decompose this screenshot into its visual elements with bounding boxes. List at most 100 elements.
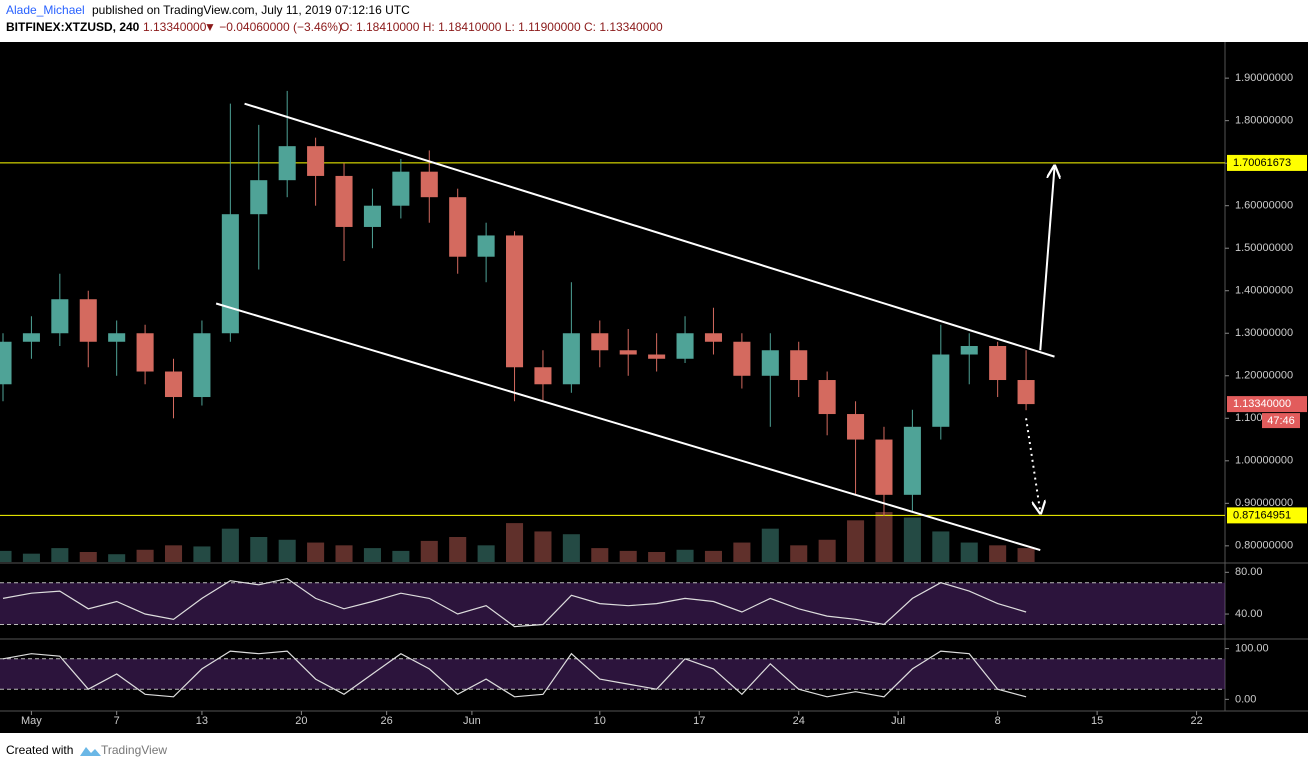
volume-bar — [562, 534, 580, 562]
volume-bar — [704, 550, 722, 562]
candle-body — [51, 299, 69, 334]
volume-bar — [0, 550, 12, 562]
candle-body — [22, 333, 40, 342]
candle-body — [761, 350, 779, 376]
volume-bar — [477, 545, 495, 562]
stoch-band — [0, 658, 1225, 690]
brand[interactable]: TradingView — [101, 743, 167, 757]
chart-background — [0, 42, 1308, 733]
ohlc: O: 1.18410000 H: 1.18410000 L: 1.1190000… — [340, 20, 663, 34]
brand-logo — [80, 747, 101, 756]
x-tick-label: 8 — [995, 715, 1001, 727]
last-price: 1.13340000 — [143, 20, 207, 34]
volume-bar — [818, 539, 836, 562]
volume-bar — [733, 542, 751, 562]
volume-bar — [278, 539, 296, 562]
volume-bar — [449, 537, 467, 562]
x-tick-label: 7 — [114, 715, 120, 727]
candle-body — [1017, 380, 1035, 405]
y-tick-label: 1.20000000 — [1235, 370, 1293, 382]
y-tick-label: 0.00 — [1235, 693, 1256, 705]
level-label-box — [1227, 507, 1307, 524]
candle-body — [335, 175, 353, 227]
x-tick-label: 26 — [381, 715, 393, 727]
volume-bar — [221, 528, 239, 562]
level-label: 1.70061673 — [1233, 157, 1291, 169]
symbol: BITFINEX:XTZUSD, 240 — [6, 20, 140, 34]
candle-body — [164, 371, 183, 398]
countdown-box — [1262, 413, 1300, 429]
candle-body — [790, 350, 808, 381]
created-with: Created with — [6, 743, 73, 757]
candle-body — [193, 333, 211, 398]
y-tick-label: 0.80000000 — [1235, 540, 1293, 552]
x-tick-label: Jul — [891, 715, 905, 727]
volume-bar — [136, 549, 154, 562]
arrow — [1025, 418, 1040, 512]
volume-bar — [392, 550, 410, 562]
arrow — [1039, 167, 1054, 351]
candle-body — [704, 333, 722, 342]
last-price-label: 1.13340000 — [1233, 398, 1291, 410]
volume-bar — [989, 545, 1007, 562]
x-tick-label: Jun — [463, 715, 481, 727]
volume-bar — [79, 552, 97, 562]
y-tick-label: 1.40000000 — [1235, 285, 1293, 297]
volume-bar — [932, 531, 950, 562]
level-label: 0.87164951 — [1233, 509, 1291, 521]
volume-bar — [619, 550, 637, 562]
change: ▼ −0.04060000 (−3.46%) — [204, 20, 342, 34]
x-tick-label: 13 — [196, 715, 208, 727]
countdown: 47:46 — [1267, 415, 1295, 427]
candle-body — [989, 346, 1007, 381]
volume-bar — [960, 542, 978, 562]
x-tick-label: May — [21, 715, 42, 727]
y-tick-label: 80.00 — [1235, 566, 1263, 578]
last-price-box — [1227, 396, 1307, 413]
candle-body — [903, 426, 921, 495]
y-tick-label: 1.50000000 — [1235, 242, 1293, 254]
volume-bar — [903, 517, 921, 562]
volume-bar — [648, 552, 666, 562]
volume-bar — [847, 520, 865, 562]
x-tick-label: 17 — [693, 715, 705, 727]
volume-bar — [676, 549, 694, 562]
rsi-line — [2, 577, 1027, 628]
candle-body — [250, 180, 268, 215]
candle-body — [420, 171, 438, 198]
volume-bar — [591, 548, 609, 562]
candle-body — [875, 439, 893, 495]
stoch-line — [2, 650, 1027, 698]
candle-body — [619, 350, 637, 355]
y-tick-label: 1.60000000 — [1235, 200, 1293, 212]
candle-body — [221, 214, 239, 334]
volume-bar — [506, 523, 524, 562]
x-tick-label: 24 — [793, 715, 805, 727]
y-tick-label: 1.90000000 — [1235, 72, 1293, 84]
candle-body — [449, 197, 467, 257]
candle-body — [591, 333, 609, 351]
y-tick-label: 1.00000000 — [1235, 455, 1293, 467]
volume-bar — [790, 545, 808, 562]
volume-bar — [363, 548, 381, 562]
x-tick-label: 15 — [1091, 715, 1103, 727]
candle-body — [562, 333, 580, 385]
trendline — [215, 302, 1041, 552]
candle-body — [278, 146, 296, 181]
candle-body — [136, 333, 154, 372]
author[interactable]: Alade_Michael — [6, 3, 85, 17]
x-tick-label: 10 — [594, 715, 606, 727]
volume-bar — [1017, 548, 1035, 562]
y-tick-label: 40.00 — [1235, 608, 1263, 620]
candle-body — [534, 367, 552, 385]
rsi-band — [0, 582, 1225, 625]
y-tick-label: 100.00 — [1235, 643, 1269, 655]
volume-bar — [51, 548, 69, 562]
volume-bar — [307, 542, 325, 562]
x-tick-label: 20 — [295, 715, 307, 727]
level-label-box — [1227, 154, 1307, 171]
candle-body — [363, 205, 381, 227]
volume-bar — [108, 554, 126, 562]
y-tick-label: 1.30000000 — [1235, 327, 1293, 339]
